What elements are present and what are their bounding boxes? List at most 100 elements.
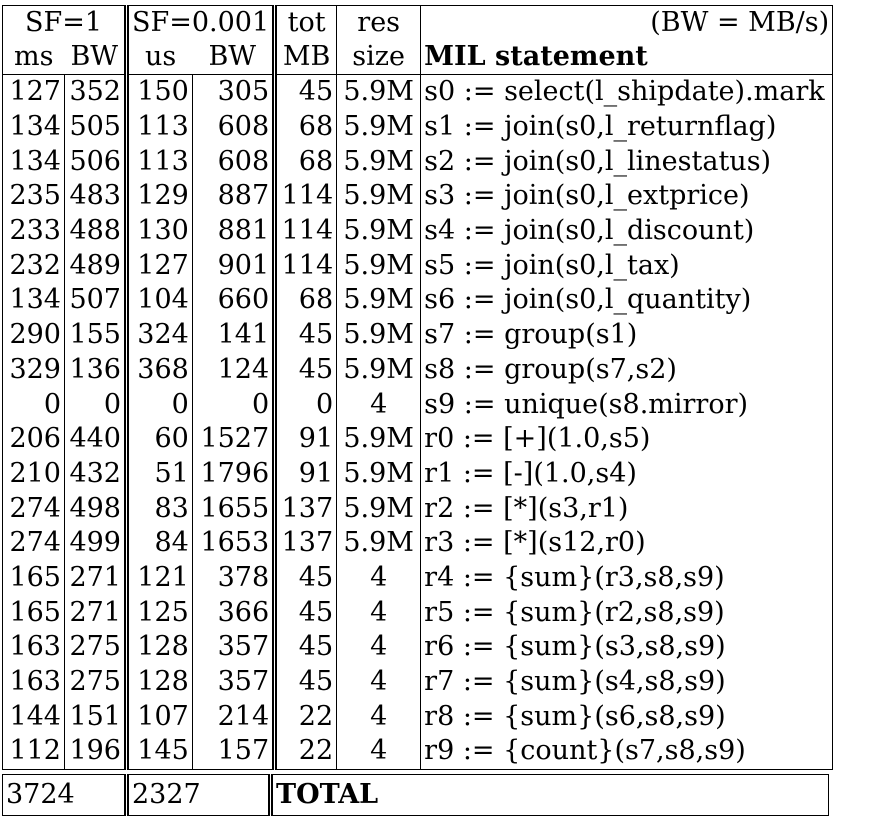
cell-bw-sf1: 151: [64, 699, 127, 735]
cell-mb: 68: [272, 283, 337, 318]
header-bw-unit: (BW = MB/s): [420, 5, 834, 40]
cell-bw-sf0001: 366: [191, 595, 275, 630]
cell-bw-sf1: 498: [64, 491, 127, 526]
cell-res-size: 5.9M: [336, 73, 421, 110]
cell-ms: 290: [2, 317, 65, 353]
cell-bw-sf0001: 124: [191, 352, 275, 388]
total-sf1: 3724: [2, 774, 127, 816]
cell-us: 127: [124, 248, 193, 284]
cell-bw-sf0001: 887: [191, 179, 275, 214]
cell-mil-statement: s6 := join(s0,l_quantity): [420, 283, 834, 318]
cell-bw-sf0001: 141: [191, 317, 275, 353]
cell-us: 113: [124, 109, 193, 145]
header-tot: tot: [272, 5, 337, 40]
cell-mil-statement: r7 := {sum}(s4,s8,s9): [420, 664, 834, 700]
cell-bw-sf0001: 1655: [191, 491, 275, 526]
cell-ms: 329: [2, 352, 65, 388]
cell-res-size: 5.9M: [336, 525, 421, 561]
header-ms: ms: [2, 40, 65, 75]
cell-bw-sf1: 352: [64, 73, 127, 110]
cell-bw-sf0001: 1653: [191, 525, 275, 561]
table-row: 206 440 60 1527 91 5.9M r0 := [+](1.0,s5): [2, 421, 834, 457]
cell-bw-sf0001: 608: [191, 109, 275, 145]
table-row: 235 483 129 887 114 5.9M s3 := join(s0,l_extpr…: [2, 179, 834, 214]
cell-bw-sf1: 136: [64, 352, 127, 388]
cell-mil-statement: s8 := group(s7,s2): [420, 352, 834, 388]
cell-res-size: 4: [336, 595, 421, 630]
cell-bw-sf1: 505: [64, 109, 127, 145]
table-row: 163 275 128 357 45 4 r7 := {sum}(s4,s8,s9): [2, 664, 834, 700]
table-row: 329 136 368 124 45 5.9M s8 := group(s7,s2): [2, 352, 834, 388]
cell-ms: 232: [2, 248, 65, 284]
cell-mil-statement: r0 := [+](1.0,s5): [420, 421, 834, 457]
cell-mil-statement: s0 := select(l_shipdate).mark: [420, 73, 834, 110]
total-row: 3724 2327 TOTAL: [2, 774, 829, 816]
cell-mil-statement: r3 := [*](s12,r0): [420, 525, 834, 561]
table-row: 165 271 121 378 45 4 r4 := {sum}(r3,s8,s9): [2, 560, 834, 596]
cell-res-size: 5.9M: [336, 179, 421, 214]
cell-mb: 114: [272, 179, 337, 214]
cell-bw-sf0001: 0: [191, 387, 275, 422]
mil-performance-table: SF=1 SF=0.001 tot res (BW = MB/s) ms BW …: [2, 5, 834, 770]
cell-mil-statement: s1 := join(s0,l_returnflag): [420, 109, 834, 145]
cell-res-size: 4: [336, 664, 421, 700]
cell-us: 107: [124, 699, 193, 735]
total-table-container: 3724 2327 TOTAL: [2, 774, 829, 816]
cell-bw-sf0001: 157: [191, 734, 275, 770]
cell-mil-statement: s3 := join(s0,l_extprice): [420, 179, 834, 214]
cell-bw-sf0001: 305: [191, 73, 275, 110]
cell-bw-sf0001: 357: [191, 630, 275, 665]
cell-bw-sf0001: 901: [191, 248, 275, 284]
cell-ms: 127: [2, 73, 65, 110]
cell-bw-sf1: 506: [64, 144, 127, 180]
cell-mb: 137: [272, 525, 337, 561]
table-row: 274 498 83 1655 137 5.9M r2 := [*](s3,r1): [2, 491, 834, 526]
table-row: 165 271 125 366 45 4 r5 := {sum}(r2,s8,s9): [2, 595, 834, 630]
cell-ms: 274: [2, 491, 65, 526]
table-row: 290 155 324 141 45 5.9M s7 := group(s1): [2, 317, 834, 353]
cell-bw-sf1: 488: [64, 213, 127, 249]
cell-bw-sf1: 432: [64, 456, 127, 492]
cell-ms: 163: [2, 630, 65, 665]
total-sf0001: 2327: [124, 774, 271, 816]
cell-ms: 0: [2, 387, 65, 422]
cell-mb: 45: [272, 317, 337, 353]
cell-bw-sf1: 271: [64, 560, 127, 596]
cell-bw-sf0001: 378: [191, 560, 275, 596]
cell-mb: 22: [272, 734, 337, 770]
cell-bw-sf1: 507: [64, 283, 127, 318]
header-bw-sf1: BW: [70, 41, 119, 72]
cell-bw-sf1: 489: [64, 248, 127, 284]
cell-us: 84: [124, 525, 193, 561]
cell-mil-statement: r1 := [-](1.0,s4): [420, 456, 834, 492]
cell-mb: 45: [272, 664, 337, 700]
header-size: size: [336, 40, 421, 75]
total-table: 3724 2327 TOTAL: [2, 774, 829, 816]
cell-mb: 114: [272, 248, 337, 284]
cell-bw-sf0001: 881: [191, 213, 275, 249]
cell-res-size: 5.9M: [336, 317, 421, 353]
cell-mil-statement: s4 := join(s0,l_discount): [420, 213, 834, 249]
cell-bw-sf1: 275: [64, 664, 127, 700]
cell-res-size: 4: [336, 734, 421, 770]
header-row-1: SF=1 SF=0.001 tot res (BW = MB/s): [2, 5, 834, 40]
cell-res-size: 4: [336, 699, 421, 735]
cell-res-size: 5.9M: [336, 109, 421, 145]
cell-mb: 91: [272, 456, 337, 492]
cell-us: 128: [124, 630, 193, 665]
cell-us: 130: [124, 213, 193, 249]
cell-res-size: 4: [336, 560, 421, 596]
table-row: 274 499 84 1653 137 5.9M r3 := [*](s12,r0): [2, 525, 834, 561]
cell-ms: 274: [2, 525, 65, 561]
header-us: us: [124, 40, 193, 75]
table-row: 127 352 150 305 45 5.9M s0 := select(l_shipdat…: [2, 73, 834, 110]
cell-res-size: 5.9M: [336, 283, 421, 318]
cell-bw-sf1: 271: [64, 595, 127, 630]
cell-res-size: 4: [336, 630, 421, 665]
header-sf0001: SF=0.001: [123, 5, 275, 40]
cell-bw-sf0001: 1527: [191, 421, 275, 457]
cell-ms: 233: [2, 213, 65, 249]
cell-mb: 45: [272, 352, 337, 388]
cell-mil-statement: s9 := unique(s8.mirror): [420, 387, 834, 422]
cell-res-size: 5.9M: [336, 248, 421, 284]
